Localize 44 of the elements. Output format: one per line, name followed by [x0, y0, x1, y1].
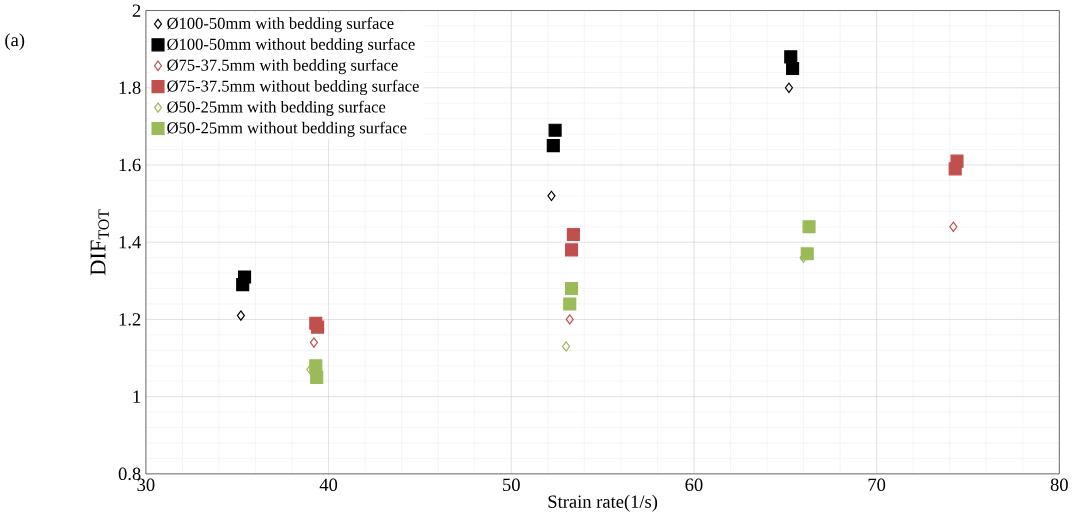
x-tick-label: 40 — [319, 478, 338, 492]
y-tick-label: 1.4 — [119, 235, 141, 249]
y-tick-label: 1.8 — [119, 81, 141, 95]
x-tick-label: 70 — [868, 478, 886, 492]
y-axis-title: DIF$_{TOT}$ — [90, 209, 109, 276]
point — [311, 320, 325, 334]
legend-label: Ø75-37.5mm with bedding surface — [167, 58, 398, 75]
legend-label: Ø50-25mm with bedding surface — [167, 100, 386, 116]
point — [950, 154, 964, 168]
point — [548, 123, 562, 137]
point — [309, 359, 323, 373]
point — [564, 281, 579, 296]
legend-label: Ø75-37.5mm without bedding surface — [167, 79, 419, 96]
point — [547, 190, 556, 202]
x-tick-label: 80 — [1050, 478, 1068, 492]
x-axis-title: Strain rate(1/s) — [548, 494, 658, 512]
point — [563, 297, 577, 311]
x-tick-label: 30 — [137, 478, 155, 492]
point — [784, 82, 794, 93]
x-tick-label: 60 — [685, 478, 703, 492]
point — [546, 139, 560, 153]
x-tick-label: 50 — [503, 478, 520, 492]
y-tick-label: 1.6 — [119, 158, 141, 172]
point — [784, 50, 798, 64]
point — [562, 341, 571, 352]
y-tick-label: 1.2 — [119, 313, 141, 326]
point — [237, 270, 252, 284]
point — [949, 221, 958, 232]
point — [566, 227, 580, 242]
point — [309, 337, 319, 348]
point — [564, 243, 579, 257]
y-tick-label: 0.8 — [118, 467, 141, 481]
point — [236, 310, 245, 321]
point — [565, 314, 574, 325]
point — [786, 61, 800, 75]
legend-label: Ø100-50mm without bedding surface — [167, 37, 415, 54]
point — [802, 220, 816, 234]
legend-label: Ø100-50mm with bedding surface — [167, 17, 394, 33]
point — [800, 247, 814, 261]
y-tick-label: 2 — [132, 4, 141, 17]
legend-label: Ø50-25mm without bedding surface — [167, 121, 407, 137]
y-tick-label: 1 — [133, 390, 141, 403]
point — [310, 370, 324, 384]
text: (a) — [5, 33, 25, 50]
